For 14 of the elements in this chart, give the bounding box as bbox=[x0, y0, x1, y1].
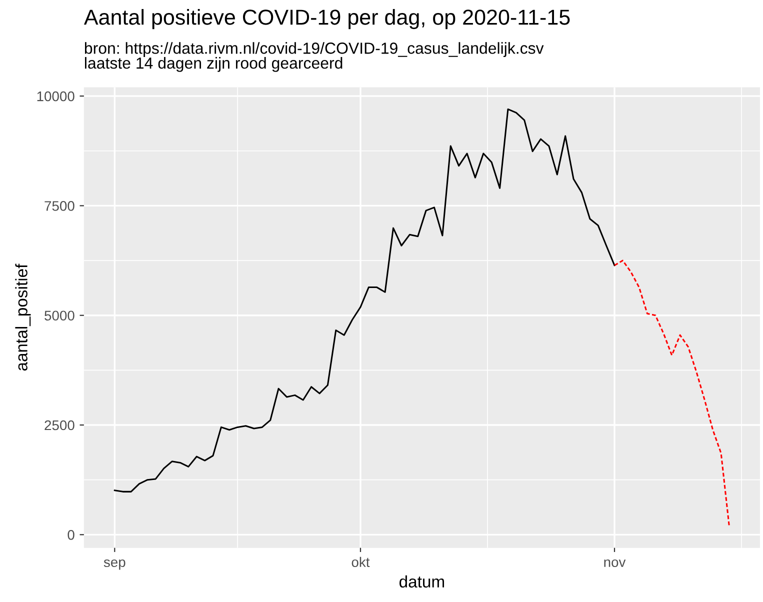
x-tick-label: okt bbox=[352, 556, 370, 568]
y-tick-label: 0 bbox=[68, 530, 74, 540]
y-tick-label: 10000 bbox=[37, 91, 74, 102]
x-axis-title: datum bbox=[399, 575, 444, 588]
line-series bbox=[114, 108, 616, 492]
x-tick-label: nov bbox=[604, 559, 626, 568]
chart-subtitle: bron: https://data.rivm.nl/covid-19/COVID-19_casus_landelijk.csv laatste 14 dagen zijn rood gearceerd bbox=[84, 42, 544, 72]
y-tick-label: 2500 bbox=[44, 420, 74, 430]
line-series bbox=[614, 260, 730, 528]
y-tick-label: 7500 bbox=[44, 201, 74, 211]
y-axis-title: aantal_positief bbox=[15, 264, 31, 371]
chart-title: Aantal positieve COVID-19 per dag, op 2020-11-15 bbox=[84, 9, 570, 30]
y-tick-label: 5000 bbox=[44, 310, 74, 321]
x-tick-label: sep bbox=[104, 559, 126, 570]
